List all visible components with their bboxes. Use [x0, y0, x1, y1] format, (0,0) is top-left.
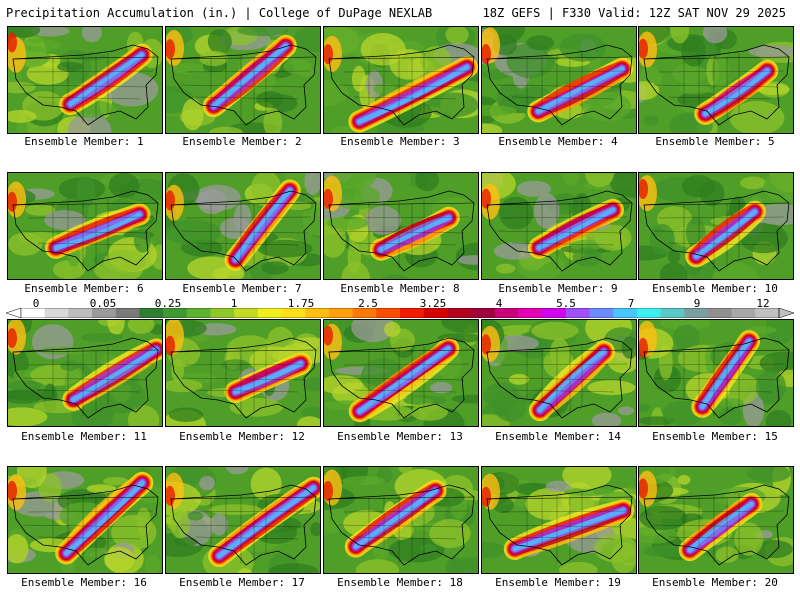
colorbar-swatch: [376, 308, 401, 318]
colorbar-tick-label: 0.05: [89, 297, 117, 310]
colorbar-tick-label: 7: [627, 297, 635, 310]
ensemble-map-panel: [323, 319, 479, 427]
ensemble-member-label: Ensemble Member: 7: [182, 282, 302, 295]
ensemble-map-panel: [165, 466, 321, 574]
colorbar-swatch: [518, 308, 543, 318]
precipitation-colorbar: [6, 308, 794, 318]
ensemble-map-panel: [481, 319, 637, 427]
map-title: Precipitation Accumulation (in.) | Colle…: [6, 6, 433, 20]
colorbar-swatch: [447, 308, 472, 318]
colorbar-swatch: [21, 308, 45, 318]
colorbar-swatch: [234, 308, 259, 318]
colorbar-tick-label: 5.5: [556, 297, 576, 310]
ensemble-map-panel: [7, 319, 163, 427]
colorbar-swatch: [731, 308, 756, 318]
colorbar-swatch: [423, 308, 448, 318]
colorbar-swatch: [400, 308, 424, 318]
ensemble-member-label: Ensemble Member: 19: [495, 576, 621, 589]
colorbar-swatch: [589, 308, 614, 318]
colorbar-swatch: [613, 308, 638, 318]
colorbar-swatch: [257, 308, 282, 318]
colorbar-tick-label: 1: [230, 297, 238, 310]
ensemble-member-label: Ensemble Member: 17: [179, 576, 305, 589]
ensemble-map-panel: [323, 26, 479, 134]
ensemble-map-panel: [7, 26, 163, 134]
ensemble-map-panel: [165, 26, 321, 134]
ensemble-map-panel: [323, 466, 479, 574]
ensemble-member-label: Ensemble Member: 5: [655, 135, 775, 148]
ensemble-map-panel: [7, 466, 163, 574]
colorbar-swatch: [44, 308, 69, 318]
ensemble-map-panel: [165, 319, 321, 427]
colorbar-tick-label: 3.25: [419, 297, 447, 310]
ensemble-map-panel: [165, 172, 321, 280]
ensemble-member-label: Ensemble Member: 8: [340, 282, 460, 295]
colorbar-swatch: [139, 308, 164, 318]
colorbar-swatch: [186, 308, 211, 318]
colorbar-swatch: [684, 308, 709, 318]
ensemble-map-panel: [638, 466, 794, 574]
ensemble-member-label: Ensemble Member: 16: [21, 576, 147, 589]
colorbar-tick-label: 4: [495, 297, 503, 310]
ensemble-map-panel: [323, 172, 479, 280]
colorbar-arrow-low: [6, 308, 22, 318]
colorbar-swatch: [542, 308, 567, 318]
ensemble-member-label: Ensemble Member: 13: [337, 430, 463, 443]
ensemble-map-panel: [481, 172, 637, 280]
colorbar-swatch: [660, 308, 685, 318]
ensemble-member-label: Ensemble Member: 10: [652, 282, 778, 295]
colorbar-tick-label: 1.75: [287, 297, 315, 310]
ensemble-member-label: Ensemble Member: 11: [21, 430, 147, 443]
ensemble-member-label: Ensemble Member: 6: [24, 282, 144, 295]
colorbar-arrow-high: [778, 308, 794, 318]
ensemble-member-label: Ensemble Member: 18: [337, 576, 463, 589]
ensemble-member-label: Ensemble Member: 20: [652, 576, 778, 589]
colorbar-swatch: [305, 308, 330, 318]
colorbar-swatch: [281, 308, 306, 318]
colorbar-swatch: [115, 308, 140, 318]
ensemble-member-label: Ensemble Member: 3: [340, 135, 460, 148]
model-run-info: 18Z GEFS | F330 Valid: 12Z SAT NOV 29 20…: [482, 6, 786, 20]
colorbar-swatch: [352, 308, 377, 318]
colorbar-swatch: [328, 308, 353, 318]
colorbar-swatch: [755, 308, 780, 318]
colorbar-tick-label: 2.5: [358, 297, 378, 310]
ensemble-map-panel: [481, 26, 637, 134]
colorbar-tick-label: 0: [32, 297, 40, 310]
colorbar-swatch: [565, 308, 590, 318]
colorbar-swatch: [471, 308, 496, 318]
colorbar-swatch: [494, 308, 519, 318]
ensemble-map-panel: [638, 172, 794, 280]
colorbar-tick-label: 0.25: [154, 297, 182, 310]
colorbar-tick-label: 12: [756, 297, 770, 310]
ensemble-member-label: Ensemble Member: 9: [498, 282, 618, 295]
ensemble-member-label: Ensemble Member: 15: [652, 430, 778, 443]
ensemble-member-label: Ensemble Member: 14: [495, 430, 621, 443]
colorbar-swatch: [636, 308, 661, 318]
ensemble-map-panel: [638, 26, 794, 134]
colorbar-swatch: [68, 308, 93, 318]
colorbar-swatch: [92, 308, 117, 318]
ensemble-member-label: Ensemble Member: 1: [24, 135, 144, 148]
ensemble-map-panel: [638, 319, 794, 427]
ensemble-member-label: Ensemble Member: 4: [498, 135, 618, 148]
ensemble-map-panel: [481, 466, 637, 574]
colorbar-swatch: [707, 308, 732, 318]
colorbar-tick-label: 9: [693, 297, 701, 310]
ensemble-member-label: Ensemble Member: 12: [179, 430, 305, 443]
ensemble-member-label: Ensemble Member: 2: [182, 135, 302, 148]
ensemble-map-panel: [7, 172, 163, 280]
colorbar-swatch: [210, 308, 235, 318]
colorbar-swatch: [163, 308, 188, 318]
